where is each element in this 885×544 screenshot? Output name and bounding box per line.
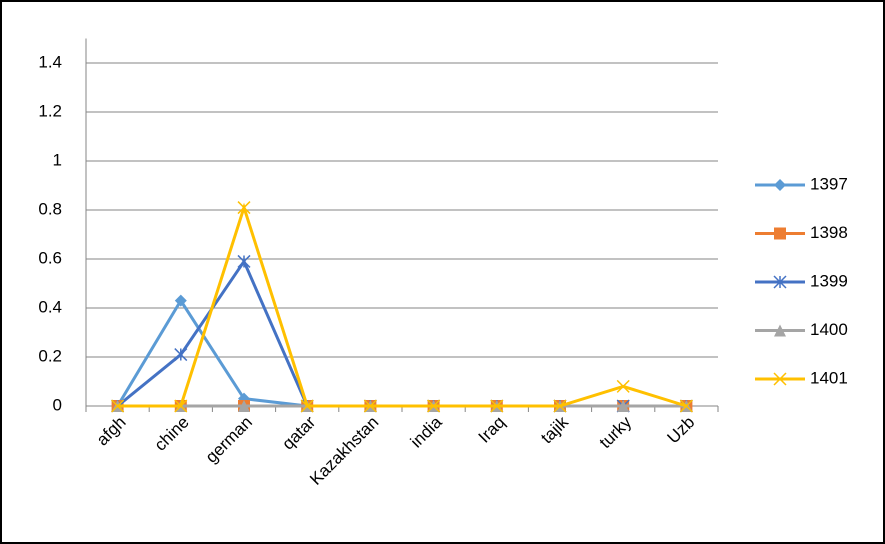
y-tick-label: 1.2	[38, 101, 62, 120]
chart-frame	[1, 1, 884, 543]
legend-label: 1399	[810, 271, 848, 290]
y-tick-label: 1	[53, 150, 62, 169]
y-tick-label: 0.6	[38, 248, 62, 267]
y-tick-label: 1.4	[38, 52, 62, 71]
legend-label: 1400	[810, 320, 848, 339]
y-tick-label: 0	[53, 395, 62, 414]
chart: 00.20.40.60.811.21.4afghchinegermanqatar…	[0, 0, 885, 544]
y-tick-label: 0.4	[38, 297, 62, 316]
legend-label: 1398	[810, 223, 848, 242]
legend-label: 1401	[810, 368, 848, 387]
y-tick-label: 0.8	[38, 199, 62, 218]
legend-label: 1397	[810, 174, 848, 193]
y-tick-label: 0.2	[38, 346, 62, 365]
legend-marker	[774, 228, 786, 240]
